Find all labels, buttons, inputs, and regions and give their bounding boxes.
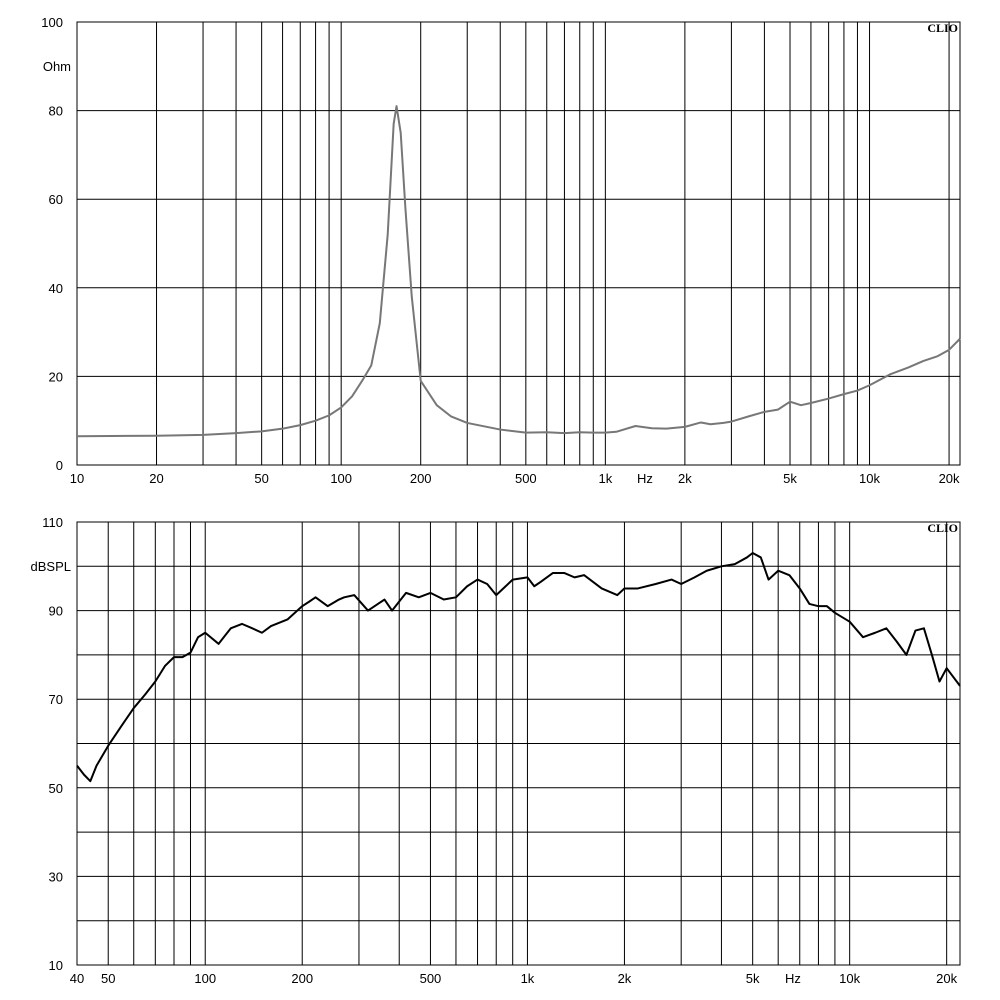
- spl-y-axis-label: dBSPL: [31, 559, 71, 574]
- impedance-x-tick-labels: 10 20 50 100 200 500 1k 2k 5k 10k 20k: [70, 471, 960, 486]
- impedance-x-tick-label: 2k: [678, 471, 692, 486]
- spl-y-tick-label: 90: [49, 604, 63, 619]
- spl-x-tick-labels: 40 50 100 200 500 1k 2k 5k 10k 20k: [70, 971, 958, 986]
- impedance-y-tick-label: 80: [49, 104, 63, 119]
- impedance-y-axis-label: Ohm: [43, 59, 71, 74]
- impedance-x-tick-label: 10k: [859, 471, 880, 486]
- impedance-x-tick-label: 10: [70, 471, 84, 486]
- spl-clio-brand: CLIO: [927, 521, 958, 535]
- impedance-x-tick-label: 5k: [783, 471, 797, 486]
- impedance-x-tick-label: 200: [410, 471, 432, 486]
- spl-y-tick-label: 10: [49, 958, 63, 973]
- spl-y-tick-label: 70: [49, 692, 63, 707]
- spl-x-tick-label: 20k: [936, 971, 957, 986]
- spl-chart-background: [0, 500, 1000, 1000]
- spl-y-tick-labels: 10 30 50 70 90 110: [42, 515, 63, 973]
- spl-y-tick-label: 110: [42, 515, 63, 530]
- spl-x-tick-label: 2k: [618, 971, 632, 986]
- impedance-y-tick-labels: 0 20 40 60 80 100: [41, 15, 63, 473]
- spl-x-tick-label: 50: [101, 971, 115, 986]
- spl-x-tick-label: 100: [194, 971, 216, 986]
- impedance-x-axis-label: Hz: [637, 471, 653, 486]
- spl-x-tick-label: 5k: [746, 971, 760, 986]
- impedance-x-tick-label: 100: [330, 471, 352, 486]
- spl-x-tick-label: 40: [70, 971, 84, 986]
- impedance-y-tick-label: 40: [49, 281, 63, 296]
- spl-series-line: [76, 552, 961, 783]
- impedance-y-tick-label: 100: [41, 15, 63, 30]
- spl-x-tick-label: 500: [420, 971, 442, 986]
- impedance-series-line: [76, 105, 961, 438]
- impedance-y-tick-label: 20: [49, 369, 63, 384]
- spl-y-tick-label: 30: [49, 869, 63, 884]
- spl-x-axis-label: Hz: [785, 971, 801, 986]
- spl-y-tick-label: 50: [49, 781, 63, 796]
- spl-x-tick-label: 1k: [521, 971, 535, 986]
- impedance-y-tick-label: 0: [56, 458, 63, 473]
- impedance-x-tick-label: 20: [149, 471, 163, 486]
- impedance-x-tick-label: 20k: [939, 471, 960, 486]
- impedance-chart: 0 20 40 60 80 100 10 20 50 100 200 500 1k 2k 5k 10k 20k…: [41, 15, 961, 486]
- spl-x-tick-label: 200: [291, 971, 313, 986]
- spl-x-tick-label: 10k: [839, 971, 860, 986]
- impedance-x-tick-label: 1k: [598, 471, 612, 486]
- impedance-grid: [76, 21, 961, 466]
- impedance-y-tick-label: 60: [49, 192, 63, 207]
- spl-grid: [76, 521, 961, 966]
- impedance-x-tick-label: 500: [515, 471, 537, 486]
- impedance-clio-brand: CLIO: [927, 21, 958, 35]
- impedance-x-tick-label: 50: [254, 471, 268, 486]
